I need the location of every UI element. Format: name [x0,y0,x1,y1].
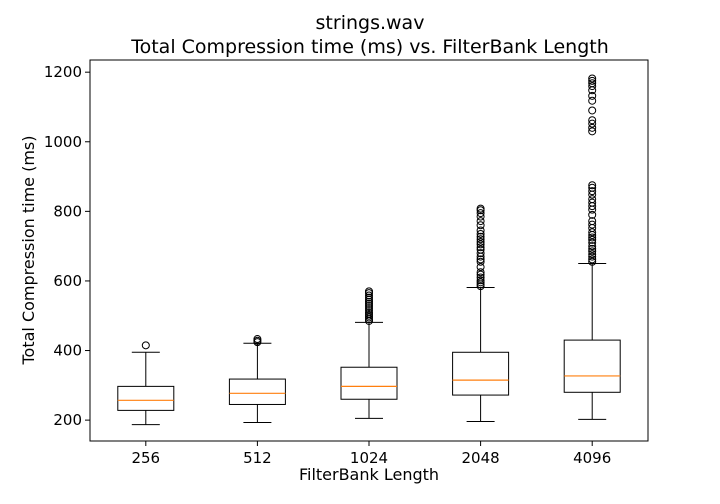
box-256 [117,385,175,411]
chart-title: strings.wav [315,12,425,34]
outlier-point [476,237,485,246]
outlier-point [476,276,485,285]
outlier-point [365,291,373,300]
outlier-point [588,181,597,190]
x-tick-label: 256 [131,449,160,467]
y-axis-label: Total Compression time (ms) [19,136,38,366]
outlier-point [588,187,597,196]
outlier-point [588,242,597,251]
box-512 [228,378,286,405]
box-1024 [340,366,398,400]
outlier-point [588,217,597,226]
outlier-point [476,204,485,213]
outlier-point [588,198,597,207]
x-tick-label: 1024 [350,449,388,467]
outlier-point [476,263,485,272]
outlier-point [476,212,485,221]
outlier-point [588,252,597,261]
outlier-point [588,123,597,132]
outlier-point [476,235,485,244]
outlier-point [476,221,485,230]
outlier-point [588,257,597,266]
outlier-point [476,229,485,238]
outlier-point [588,220,597,229]
outlier-point [476,226,485,235]
outlier-point [588,247,597,256]
outlier-point [476,209,485,218]
outlier-point [476,217,485,226]
y-tick-label: 1200 [44,63,82,81]
outlier-point [588,82,597,91]
chart-subtitle: Total Compression time (ms) vs. FilterBa… [131,36,609,58]
outlier-point [588,244,597,253]
outlier-point [588,106,597,115]
outlier-point [476,255,485,264]
outlier-point [365,297,373,306]
outlier-point [476,240,485,249]
x-axis-label: FilterBank Length [299,465,439,484]
outlier-point [588,233,597,242]
plot-area: 200 400 600 800 1000 1200 256 512 1024 2048 4096 [44,59,649,467]
outlier-point [365,308,373,317]
x-tick-label: 4096 [573,449,611,467]
outlier-point [588,195,597,204]
outlier-point [588,127,597,136]
outlier-point [588,255,597,264]
outlier-point [253,335,262,344]
outlier-point [588,250,597,259]
y-tick-label: 800 [53,202,82,220]
outlier-point [365,306,373,315]
outlier-point [476,257,485,266]
y-tick-label: 400 [53,342,82,360]
outlier-point [588,119,597,128]
outlier-point [588,210,597,219]
outlier-point [365,287,373,296]
y-tick-label: 1000 [44,133,82,151]
box-4096 [563,339,621,393]
outlier-point [141,341,150,350]
x-tick-label: 2048 [462,449,500,467]
outlier-point [476,243,485,252]
outlier-point [588,235,597,244]
outlier-point [588,183,597,192]
box-2048 [452,351,510,396]
outlier-point [588,91,597,100]
outlier-point [588,74,597,83]
outlier-point [476,273,485,282]
outlier-point [365,301,373,310]
outlier-point [588,238,597,247]
y-tick-label: 600 [53,272,82,290]
outlier-point [365,304,373,313]
outlier-point [476,232,485,241]
outlier-point [476,249,485,258]
outlier-point [588,228,597,237]
outlier-point [588,96,597,105]
x-tick-label: 512 [243,449,272,467]
outlier-point [476,270,485,279]
outlier-point [365,293,373,302]
outlier-point [588,76,597,85]
outlier-point [365,299,373,308]
outlier-point [476,278,485,287]
outlier-point [588,79,597,88]
y-tick-label: 200 [53,411,82,429]
outlier-point [588,116,597,125]
outlier-point [476,245,485,254]
outlier-point [476,268,485,277]
